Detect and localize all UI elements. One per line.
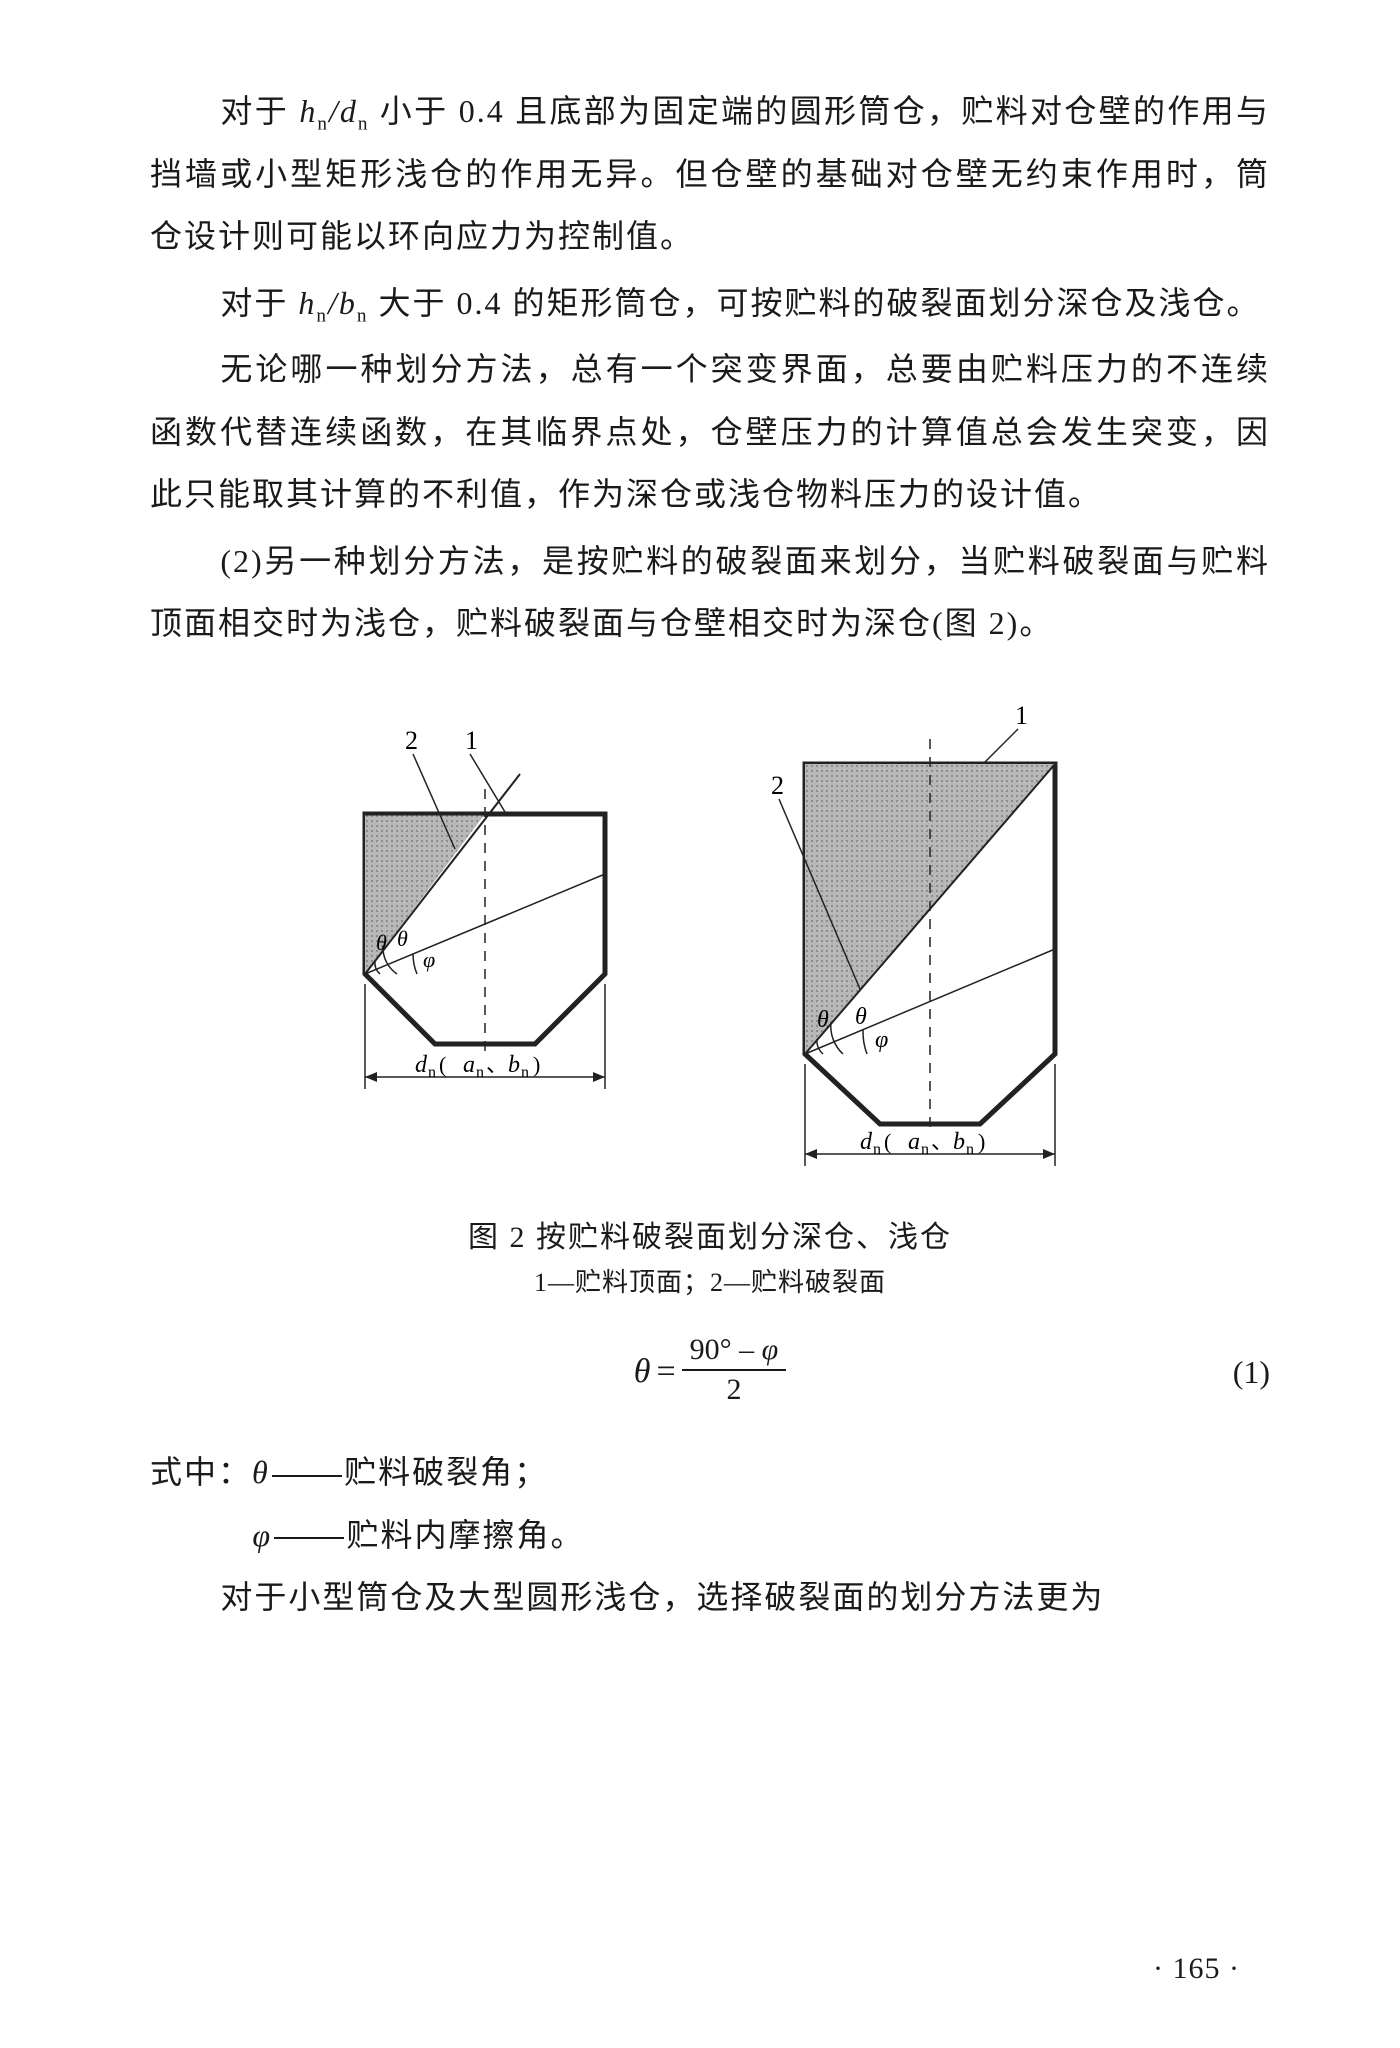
dim-sub: n bbox=[428, 1064, 436, 1081]
var-h: h bbox=[298, 285, 316, 321]
where-theta: 式中：θ 贮料破裂角； bbox=[150, 1441, 1270, 1503]
dim-sep: 、 bbox=[931, 1129, 953, 1154]
label-1: 1 bbox=[1015, 701, 1028, 730]
dim-paren: ( bbox=[439, 1052, 446, 1077]
phi-label: φ bbox=[875, 1027, 888, 1053]
para-5: 对于小型筒仓及大型圆形浅仓，选择破裂面的划分方法更为 bbox=[150, 1566, 1270, 1628]
para-2: 对于 hn/bn 大于 0.4 的矩形筒仓，可按贮料的破裂面划分深仓及浅仓。 bbox=[150, 272, 1270, 335]
label-2: 2 bbox=[405, 726, 418, 755]
where-theta-text: 贮料破裂角； bbox=[344, 1454, 548, 1490]
text: 对于 bbox=[220, 285, 298, 321]
para-4: (2)另一种划分方法，是按贮料的破裂面来划分，当贮料破裂面与贮料顶面相交时为浅仓… bbox=[150, 530, 1270, 655]
eq-equals: = bbox=[656, 1353, 675, 1391]
slash: / bbox=[328, 285, 339, 321]
label-2: 2 bbox=[771, 771, 784, 800]
where-theta-sym: θ bbox=[252, 1454, 270, 1490]
eq-den: 2 bbox=[726, 1371, 741, 1407]
dim-label: d bbox=[415, 1052, 428, 1078]
sub-n: n bbox=[358, 113, 370, 134]
phi-label: φ bbox=[423, 947, 435, 972]
equation-number: (1) bbox=[1233, 1354, 1270, 1391]
dim-b: b bbox=[953, 1129, 965, 1155]
text: 对于 bbox=[220, 93, 299, 129]
var-h: h bbox=[299, 93, 317, 129]
sub-n: n bbox=[357, 305, 369, 326]
where-phi: φ 贮料内摩擦角。 bbox=[150, 1504, 1270, 1566]
sub-n: n bbox=[316, 305, 328, 326]
para-3: 无论哪一种划分方法，总有一个突变界面，总要由贮料压力的不连续函数代替连续函数，在… bbox=[150, 338, 1270, 525]
dim-sep: 、 bbox=[486, 1052, 508, 1077]
dim-label: d bbox=[860, 1129, 873, 1155]
theta-label: θ bbox=[855, 1004, 867, 1030]
dim-close: ) bbox=[978, 1129, 985, 1154]
page-number: · 165 · bbox=[1153, 1952, 1240, 1986]
dash-icon bbox=[274, 1537, 344, 1539]
text: 大于 0.4 的矩形筒仓，可按贮料的破裂面划分深仓及浅仓。 bbox=[368, 285, 1260, 321]
where-label: 式中： bbox=[150, 1454, 252, 1490]
eq-theta: θ bbox=[634, 1353, 651, 1391]
dash-icon bbox=[272, 1475, 342, 1477]
where-phi-text: 贮料内摩擦角。 bbox=[346, 1517, 584, 1553]
dim-sub: n bbox=[921, 1141, 929, 1158]
theta-label: θ bbox=[817, 1007, 829, 1033]
figure-2: θ θ φ 2 1 d n ( a n 、 b n ) bbox=[150, 694, 1270, 1194]
theta-label: θ bbox=[376, 930, 387, 955]
figure-caption: 图 2 按贮料破裂面划分深仓、浅仓 bbox=[150, 1212, 1270, 1256]
slash: / bbox=[329, 93, 340, 129]
silo-shallow-diagram: θ θ φ 2 1 d n ( a n 、 b n ) bbox=[305, 694, 665, 1114]
figure-legend: 1—贮料顶面；2—贮料破裂面 bbox=[150, 1262, 1270, 1299]
theta-label: θ bbox=[397, 926, 408, 951]
dim-sub: n bbox=[873, 1141, 881, 1158]
var-d: d bbox=[340, 93, 358, 129]
dim-sub: n bbox=[966, 1141, 974, 1158]
equation-1: θ = 90° – φ 2 (1) bbox=[150, 1327, 1270, 1417]
label-1: 1 bbox=[465, 726, 478, 755]
eq-fraction: 90° – φ 2 bbox=[682, 1333, 787, 1407]
var-b: b bbox=[339, 285, 357, 321]
silo-deep-diagram: θ θ φ 2 1 d n ( a n 、 b n ) bbox=[735, 694, 1115, 1194]
dim-b: b bbox=[508, 1052, 520, 1078]
dim-sub: n bbox=[521, 1064, 529, 1081]
where-phi-sym: φ bbox=[252, 1517, 272, 1553]
dim-a: a bbox=[463, 1052, 475, 1078]
dim-close: ) bbox=[533, 1052, 540, 1077]
eq-num: 90° – φ bbox=[682, 1333, 787, 1371]
dim-a: a bbox=[908, 1129, 920, 1155]
dim-sub: n bbox=[476, 1064, 484, 1081]
sub-n: n bbox=[317, 113, 329, 134]
para-1: 对于 hn/dn 小于 0.4 且底部为固定端的圆形筒仓，贮料对仓壁的作用与挡墙… bbox=[150, 80, 1270, 268]
dim-paren: ( bbox=[884, 1129, 891, 1154]
